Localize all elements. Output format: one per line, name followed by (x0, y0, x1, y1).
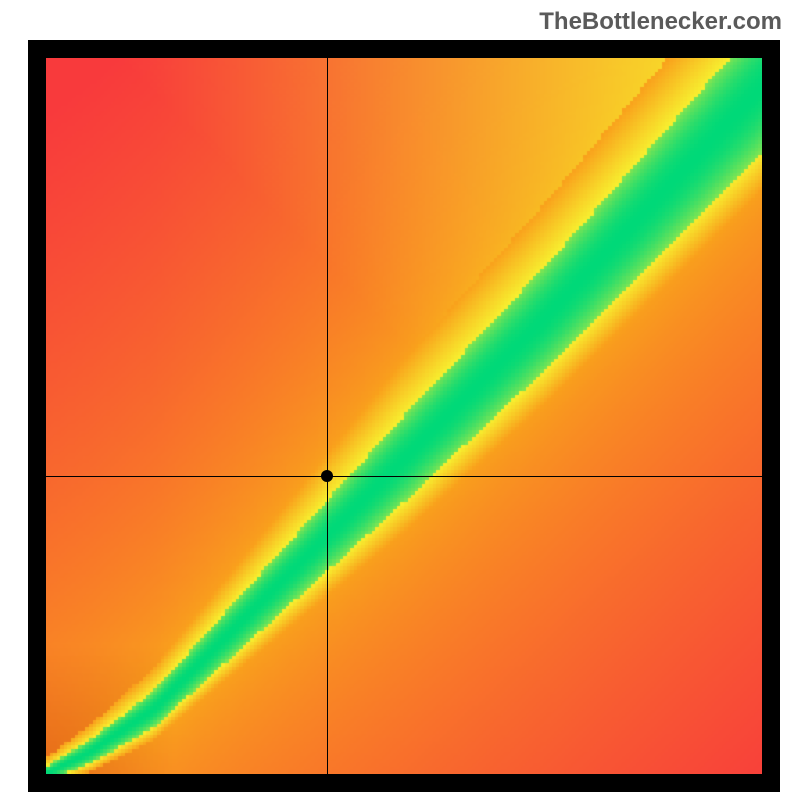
crosshair-horizontal (46, 476, 762, 477)
chart-outer-box (28, 40, 780, 792)
crosshair-vertical (327, 58, 328, 774)
heatmap-plot-area (46, 58, 762, 774)
watermark-text: TheBottlenecker.com (539, 8, 782, 36)
figure-root: TheBottlenecker.com (0, 0, 800, 800)
heatmap-canvas (46, 58, 762, 774)
crosshair-dot (321, 470, 333, 482)
